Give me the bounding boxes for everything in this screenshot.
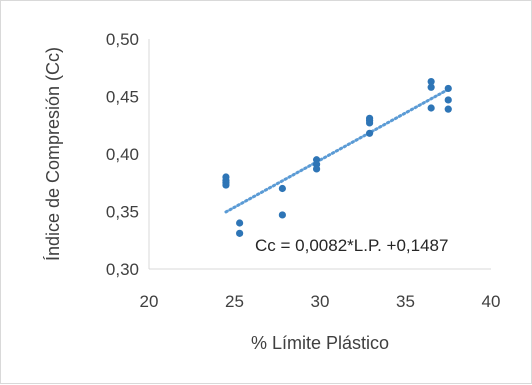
data-point (427, 104, 435, 112)
x-axis-title: % Límite Plástico (251, 333, 389, 353)
data-point (236, 229, 244, 237)
data-points (222, 77, 452, 237)
data-point (427, 83, 435, 91)
data-point (278, 211, 286, 219)
x-tick-label: 30 (311, 292, 330, 311)
trendline (224, 87, 450, 214)
data-point (222, 181, 230, 189)
y-tick-label: 0,50 (106, 30, 139, 49)
data-point (278, 184, 286, 193)
y-tick-label: 0,35 (106, 203, 139, 222)
data-point (444, 105, 452, 113)
x-tick-label: 20 (140, 292, 159, 311)
data-point (312, 165, 321, 173)
y-tick-label: 0,30 (106, 260, 139, 279)
y-tick-labels: 0,30 0,35 0,40 0,45 0,50 (106, 30, 139, 279)
data-point (444, 84, 452, 93)
y-tick-label: 0,40 (106, 145, 139, 164)
data-point (365, 119, 374, 127)
x-tick-label: 25 (225, 292, 244, 311)
x-tick-label: 35 (396, 292, 415, 311)
data-point (365, 129, 374, 137)
regression-equation: Cc = 0,0082*L.P. +0,1487 (255, 236, 448, 255)
data-point (236, 219, 244, 227)
axes (148, 39, 491, 270)
data-point (444, 96, 452, 104)
x-tick-labels: 20 25 30 35 40 (140, 292, 501, 311)
y-axis-title: Índice de Compresión (Cc) (43, 47, 63, 261)
y-tick-label: 0,45 (106, 88, 139, 107)
x-tick-label: 40 (482, 292, 501, 311)
data-point (427, 77, 435, 86)
